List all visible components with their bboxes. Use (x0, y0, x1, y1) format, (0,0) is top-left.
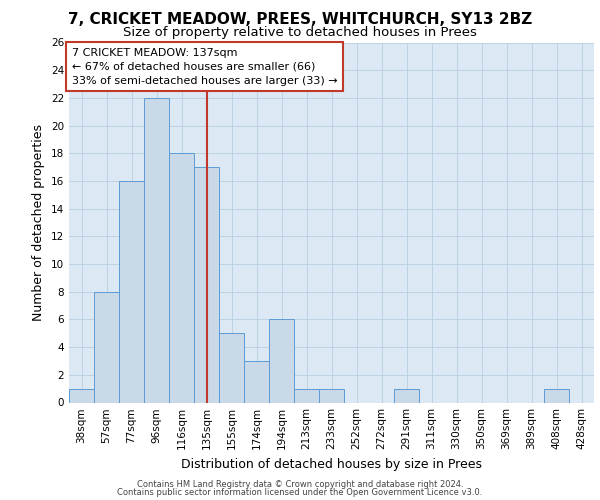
Bar (194, 167, 219, 402)
Text: 7, CRICKET MEADOW, PREES, WHITCHURCH, SY13 2BZ: 7, CRICKET MEADOW, PREES, WHITCHURCH, SY… (68, 12, 532, 28)
Bar (544, 388, 569, 402)
Bar (269, 320, 294, 402)
Bar (319, 388, 344, 402)
Bar (144, 98, 169, 402)
Bar (169, 154, 194, 402)
Bar (119, 181, 144, 402)
Y-axis label: Number of detached properties: Number of detached properties (32, 124, 46, 321)
Bar (294, 388, 319, 402)
X-axis label: Distribution of detached houses by size in Prees: Distribution of detached houses by size … (181, 458, 482, 471)
Text: Size of property relative to detached houses in Prees: Size of property relative to detached ho… (123, 26, 477, 39)
Text: Contains HM Land Registry data © Crown copyright and database right 2024.: Contains HM Land Registry data © Crown c… (137, 480, 463, 489)
Text: Contains public sector information licensed under the Open Government Licence v3: Contains public sector information licen… (118, 488, 482, 497)
Bar (94, 292, 119, 403)
Bar (69, 388, 94, 402)
Text: 7 CRICKET MEADOW: 137sqm
← 67% of detached houses are smaller (66)
33% of semi-d: 7 CRICKET MEADOW: 137sqm ← 67% of detach… (71, 48, 337, 86)
Bar (244, 361, 269, 403)
Bar (219, 334, 244, 402)
Bar (394, 388, 419, 402)
